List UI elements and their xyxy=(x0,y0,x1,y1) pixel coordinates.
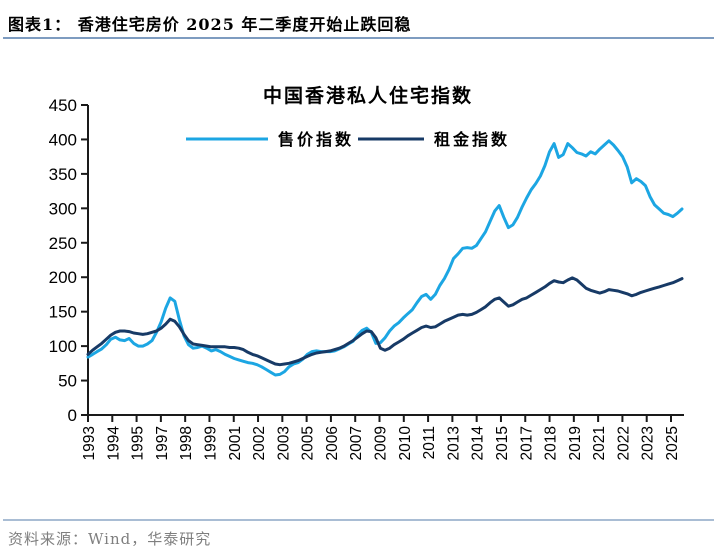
chart-canvas: 中国香港私人住宅指数 售价指数 租金指数 0 50 100 150 200 250 300 3… xyxy=(49,84,684,461)
x-tick-label: 2005 xyxy=(300,426,317,460)
y-tick-label: 50 xyxy=(58,372,77,391)
figure-title: 香港住宅房价 2025 年二季度开始止跌回稳 xyxy=(77,15,412,34)
x-tick-label: 2006 xyxy=(324,426,341,460)
y-tick-label: 350 xyxy=(49,165,77,184)
x-tick-label: 1995 xyxy=(130,426,147,460)
x-tick-label: 2013 xyxy=(445,426,462,460)
y-tick-label: 100 xyxy=(49,337,77,356)
y-tick-label: 400 xyxy=(49,130,77,149)
y-tick-label: 150 xyxy=(49,303,77,322)
price-index-line xyxy=(86,139,684,377)
y-tick-label: 0 xyxy=(68,406,77,425)
y-tick-label: 450 xyxy=(49,96,77,115)
x-tick-label: 1994 xyxy=(105,426,122,461)
y-tick-label: 200 xyxy=(49,268,77,287)
x-tick-label: 1993 xyxy=(81,426,98,460)
chart: 中国香港私人住宅指数 售价指数 租金指数 0 50 100 150 200 250 300 3… xyxy=(0,42,717,512)
x-tick-label: 2002 xyxy=(251,426,268,460)
x-tick-label: 1999 xyxy=(202,426,219,460)
x-tick-label: 2025 xyxy=(664,426,681,460)
source-note: 资料来源：Wind，华泰研究 xyxy=(8,530,212,548)
legend-label-price: 售价指数 xyxy=(278,130,354,149)
x-tick-label: 2017 xyxy=(518,426,535,460)
x-tick-label: 1998 xyxy=(178,426,195,460)
x-tick-label: 2019 xyxy=(567,426,584,460)
legend: 售价指数 租金指数 xyxy=(186,130,510,149)
footer-divider xyxy=(3,519,714,521)
x-tick-label: 1997 xyxy=(154,426,171,460)
x-tick-label: 2001 xyxy=(227,426,244,460)
x-tick-label: 2021 xyxy=(591,426,608,460)
x-tick-label: 2009 xyxy=(373,426,390,460)
legend-label-rent: 租金指数 xyxy=(434,130,510,149)
y-tick-label: 250 xyxy=(49,234,77,253)
y-tick-label: 300 xyxy=(49,199,77,218)
x-tick-label: 2018 xyxy=(543,426,560,460)
chart-title: 中国香港私人住宅指数 xyxy=(263,84,473,107)
x-tick-label: 2010 xyxy=(397,426,414,461)
figure-label: 图表1： xyxy=(8,15,72,34)
x-tick-label: 2022 xyxy=(615,426,632,460)
axis-lines xyxy=(87,105,684,416)
header-divider xyxy=(3,37,714,39)
x-tick-label: 2014 xyxy=(470,426,487,461)
rent-index-line xyxy=(86,276,684,367)
x-tick-label: 2007 xyxy=(348,426,365,460)
figure-header: 图表1： 香港住宅房价 2025 年二季度开始止跌回稳 xyxy=(8,11,411,35)
x-tick-label: 2023 xyxy=(640,426,657,460)
x-tick-label: 2011 xyxy=(421,426,438,459)
x-tick-label: 2003 xyxy=(275,426,292,460)
x-tick-label: 2015 xyxy=(494,426,511,460)
